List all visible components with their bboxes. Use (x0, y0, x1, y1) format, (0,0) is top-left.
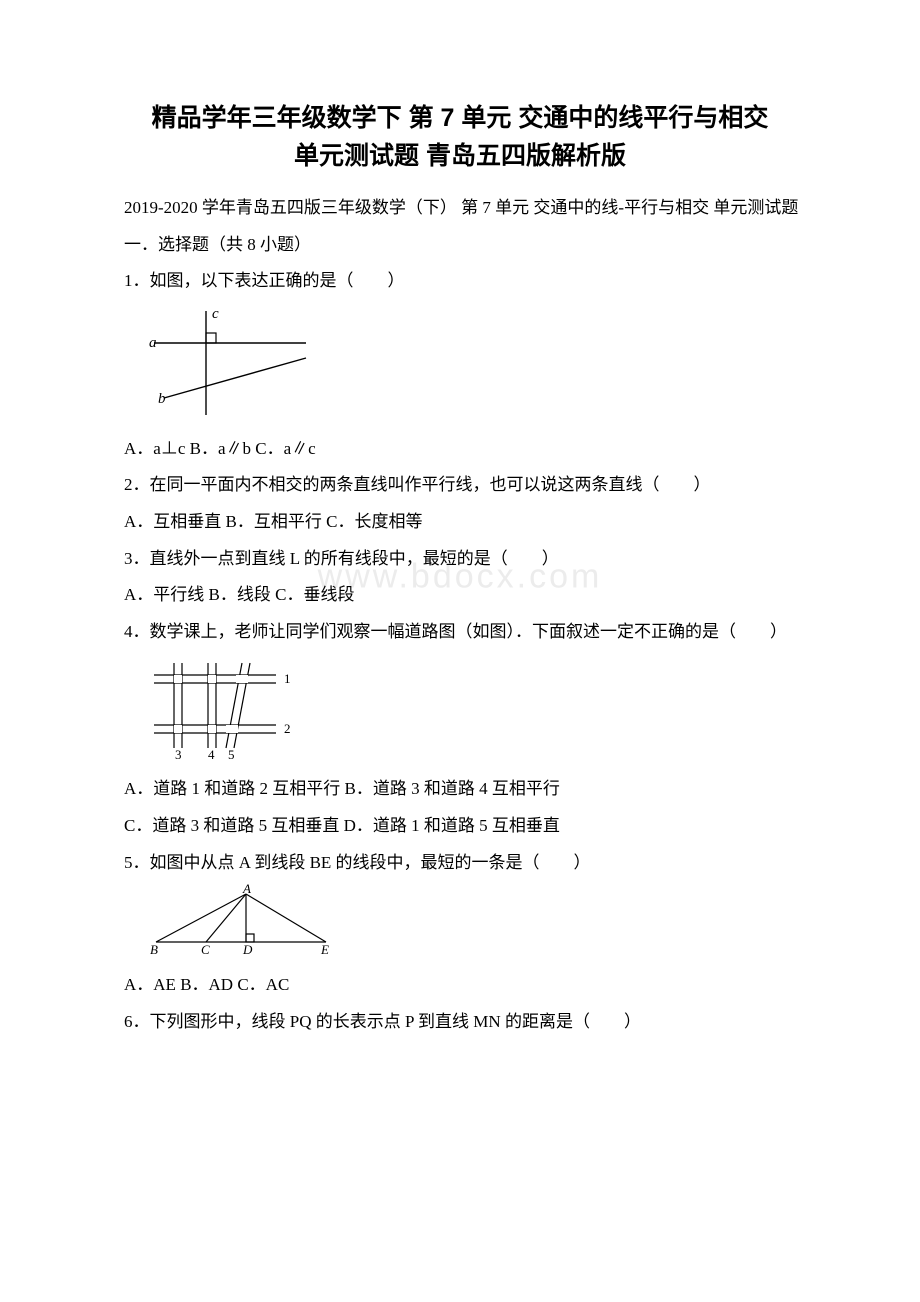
q5-figure: A B C D E (146, 884, 830, 964)
q4-options-2: C．道路 3 和道路 5 互相垂直 D．道路 1 和道路 5 互相垂直 (90, 811, 830, 842)
q1-text: 1．如图，以下表达正确的是（ ） (90, 266, 830, 297)
intro-text: 2019-2020 学年青岛五四版三年级数学（下） 第 7 单元 交通中的线-平… (90, 193, 830, 224)
q1-options: A．a⊥c B．a∥b C．a∥c (90, 434, 830, 465)
q1-figure: a b c (146, 303, 830, 428)
q3-options: A．平行线 B．线段 C．垂线段 (90, 580, 830, 611)
q4-figure: 1 2 3 4 5 (146, 653, 830, 768)
q3-text: 3．直线外一点到直线 L 的所有线段中，最短的是（ ） (90, 544, 830, 575)
fig2-label-1: 1 (284, 671, 291, 686)
fig2-label-4: 4 (208, 747, 215, 762)
section-1-heading: 一．选择题（共 8 小题） (90, 230, 830, 261)
q4-options-1: A．道路 1 和道路 2 互相平行 B．道路 3 和道路 4 互相平行 (90, 774, 830, 805)
fig2-label-3: 3 (175, 747, 182, 762)
fig1-label-c: c (212, 306, 219, 322)
fig2-label-5: 5 (228, 747, 235, 762)
fig3-label-D: D (242, 942, 253, 957)
q4-text: 4．数学课上，老师让同学们观察一幅道路图（如图）．下面叙述一定不正确的是（ ） (90, 617, 830, 648)
q2-text: 2．在同一平面内不相交的两条直线叫作平行线，也可以说这两条直线（ ） (90, 470, 830, 501)
fig3-label-A: A (242, 884, 251, 896)
fig1-label-a: a (149, 335, 157, 351)
fig3-label-B: B (150, 942, 158, 957)
fig2-label-2: 2 (284, 721, 291, 736)
q6-text: 6．下列图形中，线段 PQ 的长表示点 P 到直线 MN 的距离是（ ） (90, 1007, 830, 1038)
title-line-2: 单元测试题 青岛五四版解析版 (90, 138, 830, 176)
q2-options: A．互相垂直 B．互相平行 C．长度相等 (90, 507, 830, 538)
fig1-label-b: b (158, 391, 166, 407)
q5-options: A．AE B．AD C．AC (90, 970, 830, 1001)
title-line-1: 精品学年三年级数学下 第 7 单元 交通中的线平行与相交 (90, 100, 830, 138)
fig3-label-E: E (320, 942, 329, 957)
fig3-label-C: C (201, 942, 210, 957)
q5-text: 5．如图中从点 A 到线段 BE 的线段中，最短的一条是（ ） (90, 848, 830, 879)
